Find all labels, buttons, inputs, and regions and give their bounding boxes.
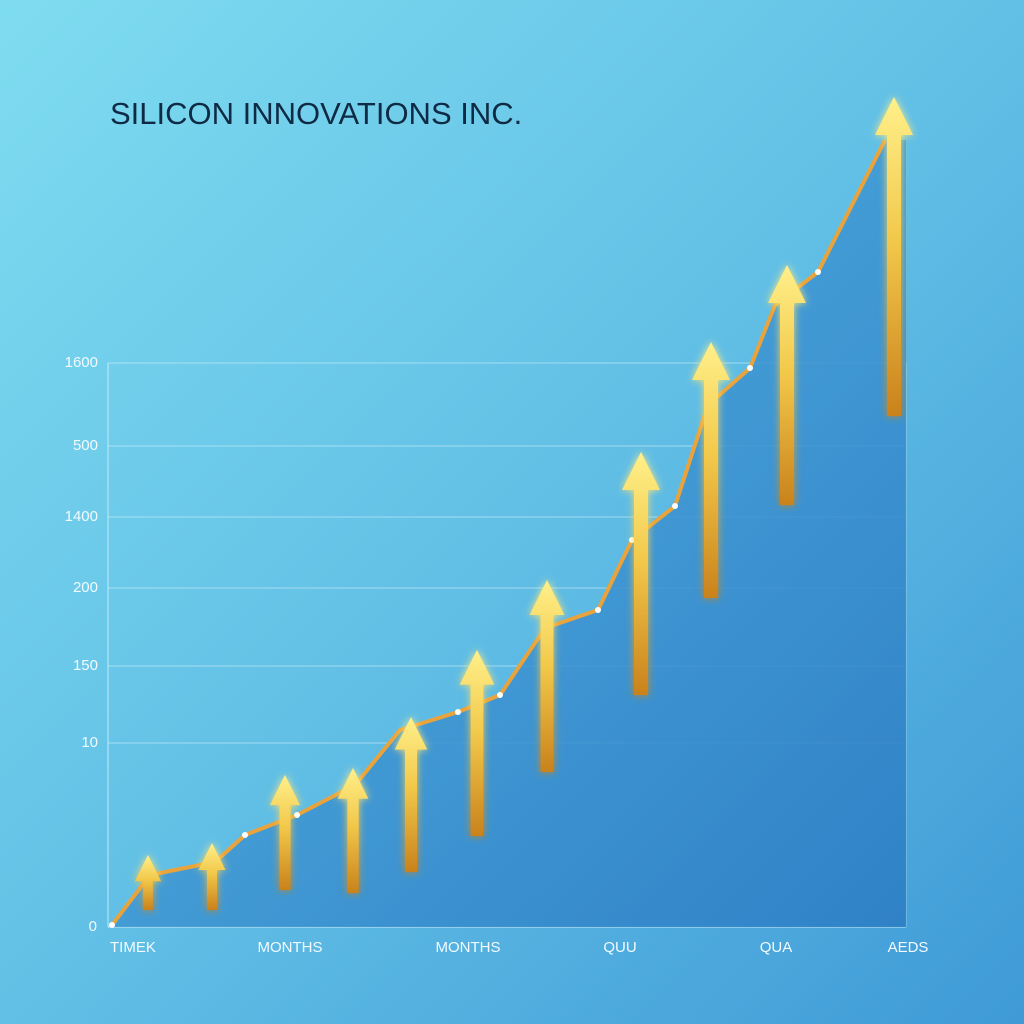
arrow	[692, 342, 730, 598]
x-tick-label: AEDS	[888, 939, 929, 956]
y-tick-label: 500	[73, 437, 98, 454]
arrows	[134, 97, 913, 910]
arrow	[768, 265, 806, 505]
line-dots	[109, 269, 821, 928]
x-tick-label: QUU	[603, 939, 636, 956]
arrow	[394, 717, 428, 872]
y-tick-label: 10	[81, 734, 98, 751]
y-tick-label: 1600	[65, 354, 98, 371]
arrow	[269, 775, 301, 890]
y-tick-label: 150	[73, 657, 98, 674]
x-tick-label: MONTHS	[436, 939, 501, 956]
arrow	[134, 855, 162, 910]
arrow	[622, 452, 660, 695]
area	[112, 140, 906, 927]
arrow	[529, 580, 565, 772]
x-tick-label: QUA	[760, 939, 793, 956]
chart-title: SILICON INNOVATIONS INC.	[110, 96, 522, 131]
arrow	[875, 97, 913, 416]
x-axis-labels: TIMEK MONTHS MONTHS QUU QUA AEDS	[110, 939, 928, 956]
x-tick-label: MONTHS	[258, 939, 323, 956]
y-tick-label: 200	[73, 579, 98, 596]
arrow	[459, 650, 495, 836]
arrow	[198, 843, 226, 910]
trend-line	[110, 139, 887, 927]
y-tick-label: 1400	[65, 508, 98, 525]
arrow	[337, 768, 369, 893]
y-tick-label: 0	[89, 918, 97, 935]
x-tick-label: TIMEK	[110, 939, 156, 956]
